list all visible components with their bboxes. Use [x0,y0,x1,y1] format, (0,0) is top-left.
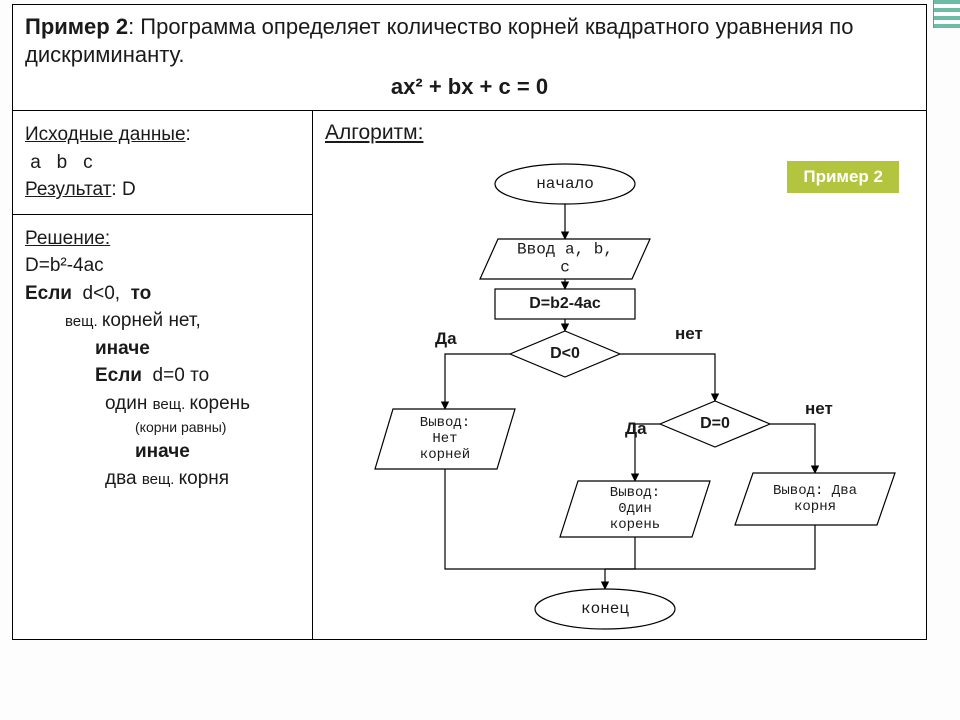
flow-branch-label: нет [675,324,703,344]
body-grid: Исходные данные: a b c Результат: D Реше… [13,111,926,639]
title-line: Пример 2: Программа определяет количеств… [25,13,914,68]
two-roots-c: корня [179,468,229,489]
flow-node-label: Вывод: 0дин корень [610,485,660,533]
flow-branch-label: Да [625,419,647,439]
result-heading: Результат [25,179,111,200]
flowchart-svg [325,149,915,629]
if2-cond: d=0 [142,365,190,386]
equation: ax² + bx + c = 0 [25,74,914,100]
title-prefix: Пример 2 [25,14,128,39]
inputs-vars: a b c [25,149,300,177]
flow-branch-label: Да [435,329,457,349]
else1: иначе [25,335,300,363]
no-roots: вещ. корней нет, [25,307,300,335]
roots-equal: (корни равны) [25,417,300,437]
if1: Если d<0, то [25,280,300,308]
two-roots-b: вещ. [142,471,179,488]
right-column: Алгоритм: Пример 2 началоВвод a, b, сD=b… [313,111,927,639]
else2-kw: иначе [135,441,190,462]
one-root-b: вещ. [153,396,190,413]
decorative-strip [933,0,960,28]
flow-node-label: D=b2-4ac [529,295,601,313]
flow-node-label: Вывод: Два корня [773,483,857,515]
solution-cell: Решение: D=b²-4ac Если d<0, то вещ. корн… [13,215,312,503]
flow-node-label: D<0 [550,345,580,363]
else2: иначе [25,438,300,466]
inputs-cell: Исходные данные: a b c Результат: D [13,111,312,215]
one-root-c: корень [189,393,250,414]
title-rest: : Программа определяет количество корней… [25,14,853,67]
else1-kw: иначе [95,338,150,359]
header-cell: Пример 2: Программа определяет количеств… [13,5,926,111]
algorithm-title: Алгоритм: [325,121,915,145]
flow-node-label: конец [581,600,629,618]
solution-heading: Решение: [25,225,300,253]
if1-then: то [131,283,152,304]
if1-cond: d<0, [72,283,131,304]
if2: Если d=0 то [25,362,300,390]
flow-branch-label: нет [805,399,833,419]
content-frame: Пример 2: Программа определяет количеств… [12,4,927,640]
two-roots-a: два [105,468,142,489]
if2-kw: Если [95,365,142,386]
no-roots-small: вещ. [65,313,102,330]
one-root: один вещ. корень [25,390,300,418]
result-var: : D [111,179,135,200]
flow-node-label: D=0 [700,415,730,433]
left-column: Исходные данные: a b c Результат: D Реше… [13,111,313,639]
inputs-heading: Исходные данные [25,124,186,145]
no-roots-main: корней нет, [102,310,201,331]
flow-node-label: начало [536,175,594,193]
two-roots: два вещ. корня [25,465,300,493]
one-root-a: один [105,393,153,414]
flow-node-label: Ввод a, b, с [517,241,613,278]
if1-kw: Если [25,283,72,304]
solution-formula: D=b²-4ac [25,252,300,280]
page-root: Пример 2: Программа определяет количеств… [0,0,960,720]
if2-then: то [190,365,209,386]
flowchart: начало Ввод a, b, с D=b2-4ac D<0 Вывод: Нет … [325,149,915,629]
flow-node-label: Вывод: Нет корней [420,415,470,463]
